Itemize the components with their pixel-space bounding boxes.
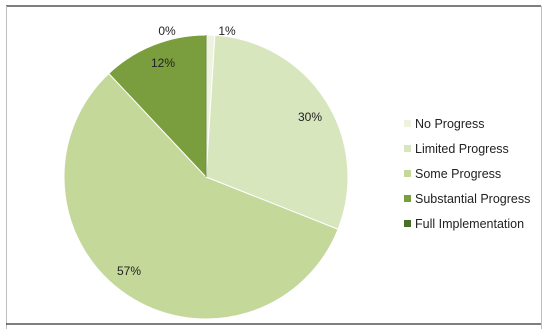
- pie-data-labels: 1% 30% 57% 12% 0%: [117, 24, 322, 278]
- data-label-limited-progress: 30%: [298, 110, 322, 124]
- legend-label-limited-progress: Limited Progress: [415, 142, 509, 156]
- legend: No Progress Limited Progress Some Progre…: [404, 117, 530, 231]
- pie-slices: [63, 34, 349, 320]
- legend-swatch-no-progress: [404, 120, 411, 127]
- legend-swatch-some-progress: [404, 170, 411, 177]
- legend-label-full-implementation: Full Implementation: [415, 217, 524, 231]
- legend-swatch-limited-progress: [404, 145, 411, 152]
- pie-slice-some-progress: [63, 72, 339, 320]
- data-label-some-progress: 57%: [117, 264, 141, 278]
- data-label-substantial-progress: 12%: [151, 56, 175, 70]
- legend-label-substantial-progress: Substantial Progress: [415, 192, 530, 206]
- data-label-full-implementation: 0%: [158, 24, 176, 38]
- data-label-no-progress: 1%: [218, 24, 236, 38]
- pie-slice-limited-progress: [205, 34, 349, 230]
- legend-label-no-progress: No Progress: [415, 117, 484, 131]
- legend-swatch-full-implementation: [404, 220, 411, 227]
- legend-swatch-substantial-progress: [404, 195, 411, 202]
- legend-label-some-progress: Some Progress: [415, 167, 501, 181]
- pie-slice-substantial-progress: [108, 34, 207, 179]
